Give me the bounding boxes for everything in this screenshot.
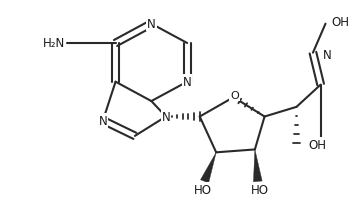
Text: N: N xyxy=(183,76,191,89)
Polygon shape xyxy=(201,153,216,183)
Text: N: N xyxy=(162,110,170,123)
Text: O: O xyxy=(230,91,239,101)
Text: OH: OH xyxy=(331,16,349,29)
Polygon shape xyxy=(253,150,262,182)
Text: N: N xyxy=(147,18,156,31)
Text: H₂N: H₂N xyxy=(43,37,65,50)
Text: HO: HO xyxy=(194,183,212,196)
Text: N: N xyxy=(323,49,331,62)
Text: N: N xyxy=(99,114,107,127)
Text: OH: OH xyxy=(308,138,326,151)
Text: HO: HO xyxy=(251,183,269,196)
